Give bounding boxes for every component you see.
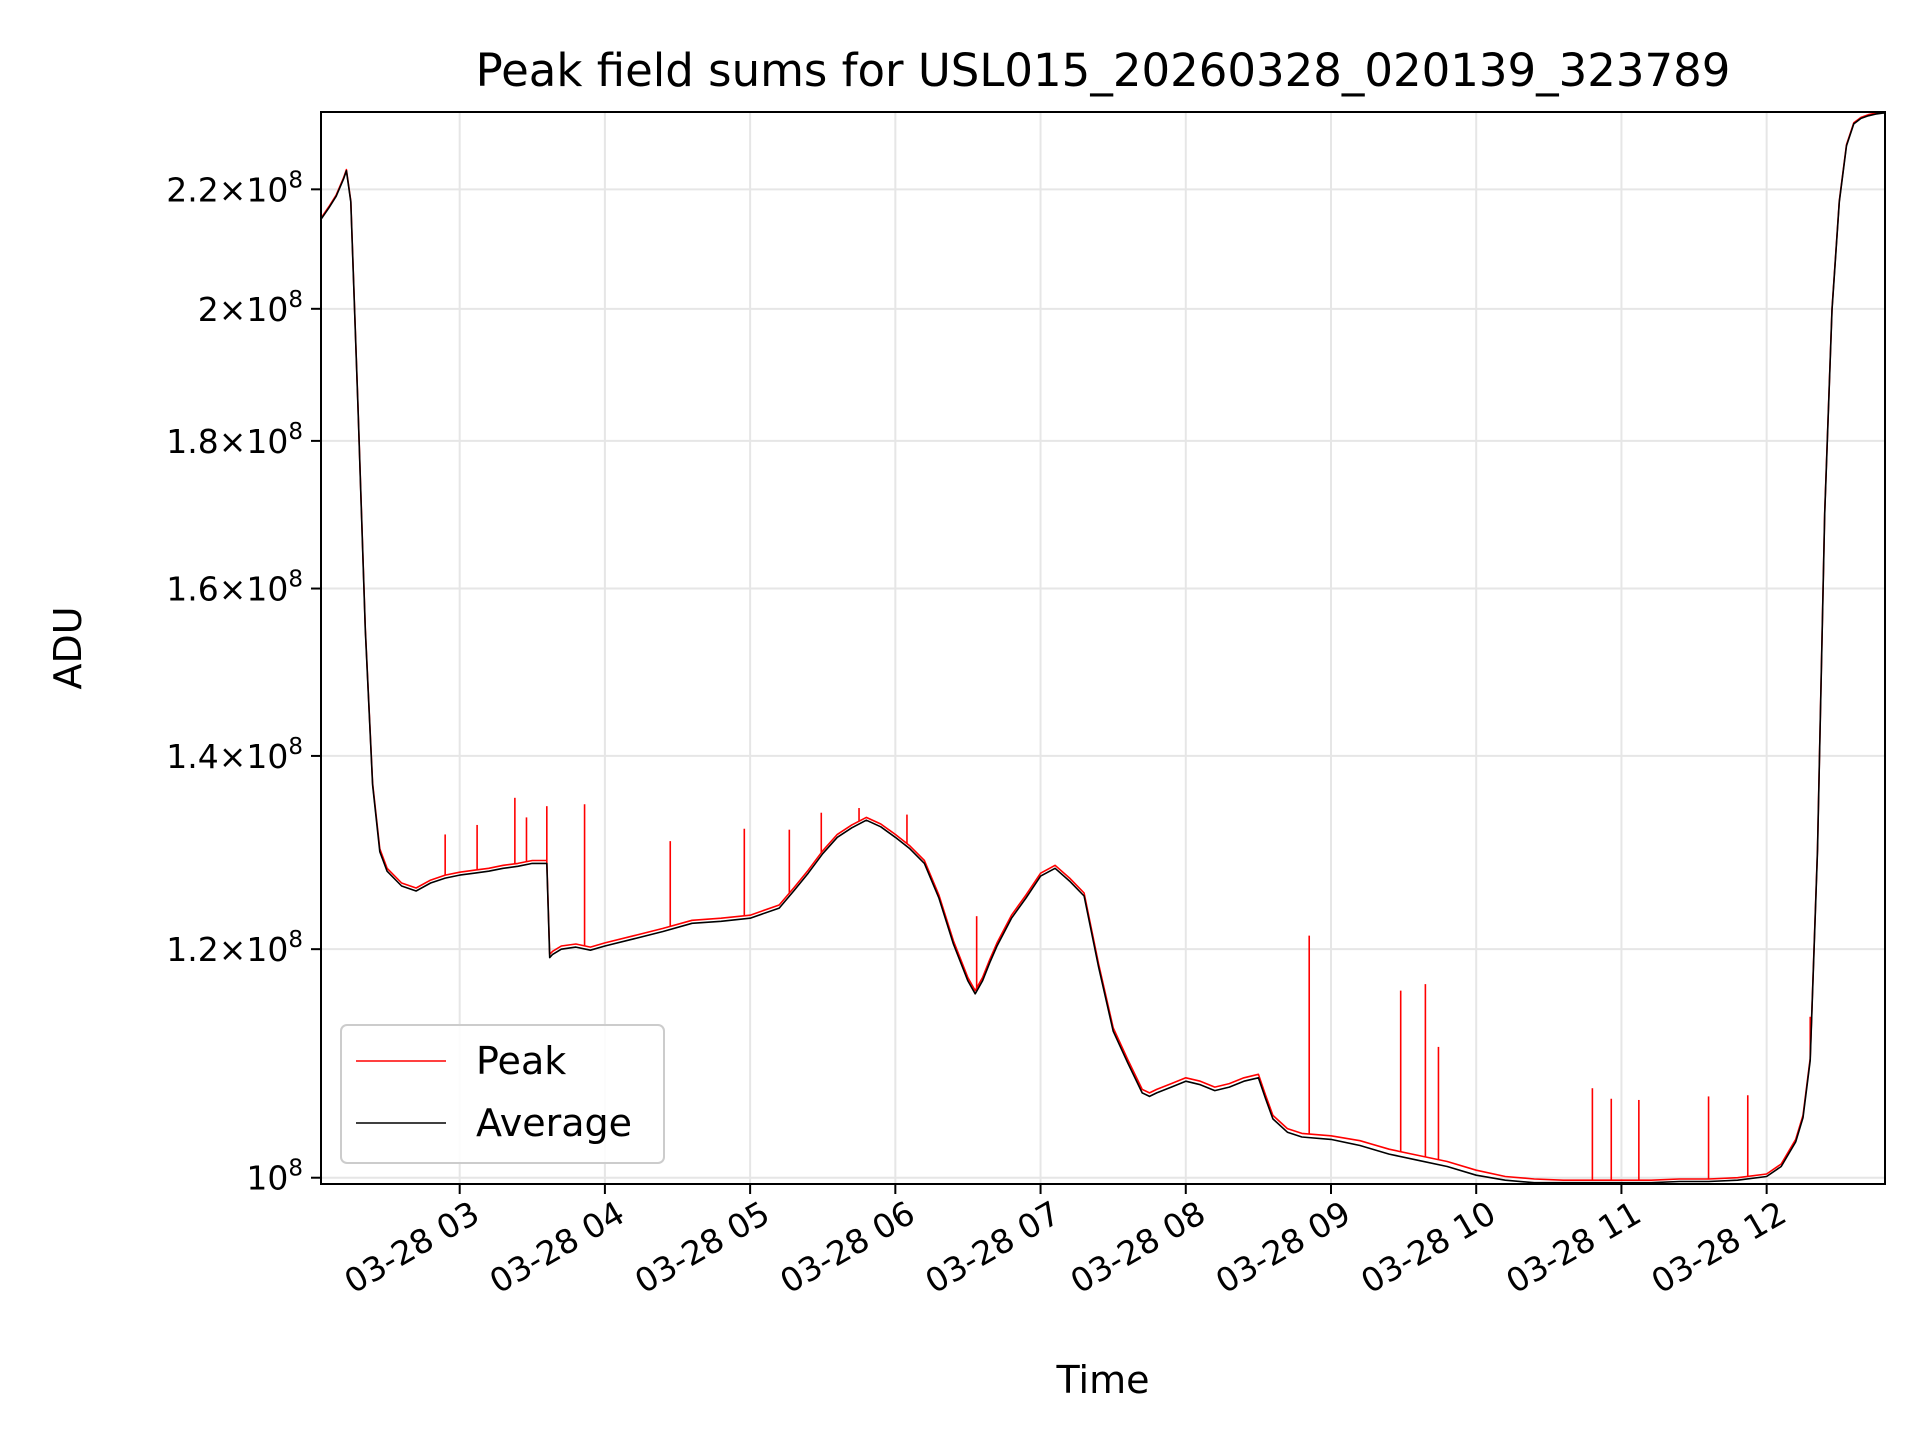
legend-box: [340, 1024, 665, 1164]
y-tick-exponent: 8: [288, 1156, 303, 1182]
y-tick-exponent: 8: [288, 567, 303, 593]
average-line: [320, 112, 1885, 1184]
y-tick-times: ×: [219, 570, 247, 609]
y-tick-base: 10: [246, 422, 288, 461]
legend: Peak Average: [340, 1024, 665, 1164]
y-tick-base: 10: [246, 570, 288, 609]
y-tick-mantissa: 2.2: [166, 170, 218, 209]
y-tick-label: 1.2×108: [166, 927, 303, 969]
y-axis-label: ADU: [46, 606, 90, 689]
series-peak: [320, 111, 1885, 1181]
y-tick-label: 2.2×108: [166, 167, 303, 209]
y-tick-times: ×: [219, 422, 247, 461]
y-tick-mantissa: 1.6: [166, 570, 218, 609]
y-tick-base: 10: [246, 290, 288, 329]
y-tick-times: ×: [219, 170, 247, 209]
y-tick-times: ×: [219, 290, 247, 329]
y-tick-mantissa: 1.8: [166, 422, 218, 461]
y-tick-base: 10: [246, 930, 288, 969]
legend-label-peak: Peak: [476, 1039, 566, 1083]
y-tick-exponent: 8: [288, 734, 303, 760]
y-tick-mantissa: 2: [198, 290, 219, 329]
y-tick-times: ×: [219, 737, 247, 776]
y-tick-label: 1.8×108: [166, 419, 303, 461]
y-tick-label: 1.6×108: [166, 567, 303, 609]
y-tick-exponent: 8: [288, 927, 303, 953]
grid: [321, 112, 1885, 1184]
chart-title: Peak field sums for USL015_20260328_0201…: [476, 44, 1731, 97]
y-tick-base: 10: [246, 737, 288, 776]
axes-frame: [320, 111, 1886, 1185]
y-axis-ticks: 1081.2×1081.4×1081.6×1081.8×1082×1082.2×…: [166, 167, 321, 1198]
y-tick-label: 108: [246, 1156, 303, 1198]
y-tick-base: 10: [246, 170, 288, 209]
y-tick-exponent: 8: [288, 287, 303, 313]
y-tick-mantissa: 1.4: [166, 737, 218, 776]
y-tick-exponent: 8: [288, 419, 303, 445]
x-axis-label: Time: [1056, 1358, 1150, 1402]
plot-area: [320, 111, 1885, 1184]
y-tick-exponent: 8: [288, 167, 303, 193]
y-tick-base: 10: [246, 1159, 288, 1198]
y-tick-mantissa: 1.2: [166, 930, 218, 969]
peak-line: [320, 111, 1885, 1181]
legend-label-average: Average: [476, 1101, 632, 1145]
y-tick-label: 1.4×108: [166, 734, 303, 776]
series-average: [320, 112, 1885, 1184]
y-tick-times: ×: [219, 930, 247, 969]
y-tick-label: 2×108: [198, 287, 303, 329]
